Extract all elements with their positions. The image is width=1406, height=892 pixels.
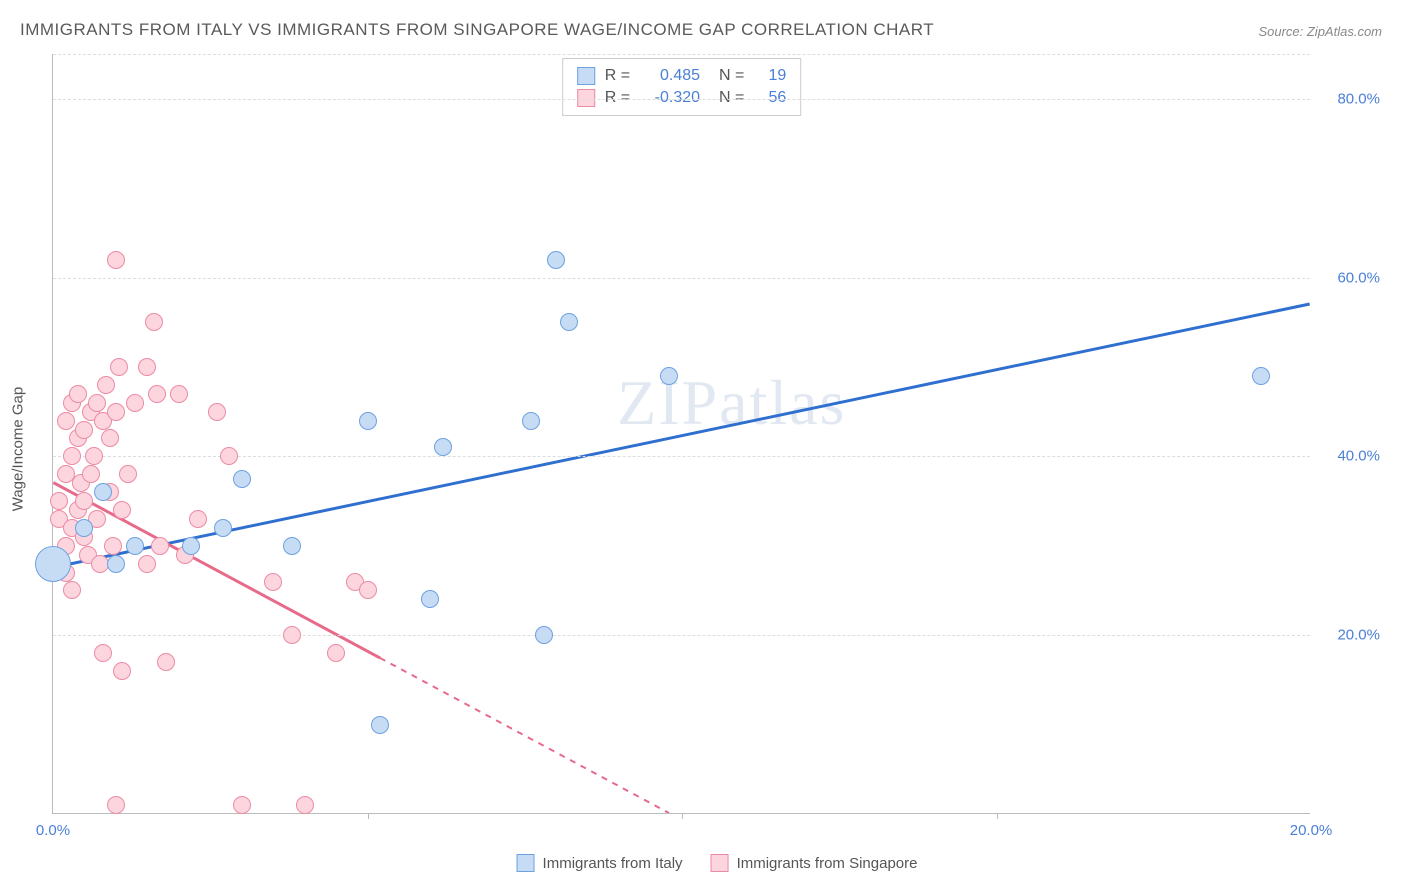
gridline [53, 99, 1310, 100]
data-point [189, 510, 207, 528]
data-point [359, 412, 377, 430]
y-tick-label: 40.0% [1337, 448, 1380, 465]
data-point [145, 313, 163, 331]
x-tick-mark [682, 813, 683, 819]
data-point [660, 367, 678, 385]
data-point [148, 385, 166, 403]
data-point [535, 626, 553, 644]
data-point [88, 394, 106, 412]
stats-row: R = 0.485 N = 19 [577, 65, 787, 87]
data-point [157, 653, 175, 671]
data-point [1252, 367, 1270, 385]
trend-line-extrapolated [380, 658, 669, 813]
chart-container: Wage/Income Gap ZIPatlas R =0.485 N =19R… [52, 54, 1382, 844]
data-point [50, 492, 68, 510]
data-point [110, 358, 128, 376]
data-point [126, 394, 144, 412]
data-point [63, 447, 81, 465]
data-point [138, 358, 156, 376]
chart-title: IMMIGRANTS FROM ITALY VS IMMIGRANTS FROM… [20, 20, 934, 40]
x-tick-mark [368, 813, 369, 819]
data-point [85, 447, 103, 465]
trend-lines-layer [53, 54, 1310, 813]
stat-r-label: R = [605, 67, 630, 85]
gridline [53, 54, 1310, 55]
data-point [75, 421, 93, 439]
gridline [53, 456, 1310, 457]
data-point [522, 412, 540, 430]
data-point [113, 501, 131, 519]
data-point [107, 251, 125, 269]
x-tick-label: 20.0% [1290, 822, 1333, 839]
data-point [371, 716, 389, 734]
x-tick-mark [997, 813, 998, 819]
data-point [151, 537, 169, 555]
data-point [97, 376, 115, 394]
data-point [107, 403, 125, 421]
data-point [359, 581, 377, 599]
stats-legend: R =0.485 N =19R =-0.320 N =56 [562, 58, 802, 116]
data-point [182, 537, 200, 555]
data-point [138, 555, 156, 573]
legend-swatch [517, 854, 535, 872]
data-point [547, 251, 565, 269]
y-tick-label: 60.0% [1337, 269, 1380, 286]
legend-item: Immigrants from Singapore [711, 854, 918, 872]
data-point [94, 644, 112, 662]
trend-line [53, 304, 1309, 567]
legend-item: Immigrants from Italy [517, 854, 683, 872]
data-point [434, 438, 452, 456]
stat-n-label: N = [710, 67, 744, 85]
data-point [107, 555, 125, 573]
x-tick-label: 0.0% [36, 822, 70, 839]
data-point [107, 796, 125, 814]
data-point [126, 537, 144, 555]
watermark: ZIPatlas [617, 366, 846, 440]
data-point [214, 519, 232, 537]
series-legend: Immigrants from Italy Immigrants from Sin… [517, 854, 918, 872]
y-tick-label: 20.0% [1337, 627, 1380, 644]
data-point [296, 796, 314, 814]
data-point [283, 626, 301, 644]
data-point [94, 483, 112, 501]
data-point [35, 546, 71, 582]
data-point [170, 385, 188, 403]
data-point [75, 519, 93, 537]
legend-label: Immigrants from Singapore [737, 855, 918, 872]
data-point [113, 662, 131, 680]
legend-label: Immigrants from Italy [543, 855, 683, 872]
gridline [53, 278, 1310, 279]
data-point [208, 403, 226, 421]
data-point [220, 447, 238, 465]
data-point [57, 412, 75, 430]
data-point [104, 537, 122, 555]
data-point [421, 590, 439, 608]
data-point [233, 796, 251, 814]
data-point [75, 492, 93, 510]
data-point [560, 313, 578, 331]
data-point [233, 470, 251, 488]
data-point [101, 429, 119, 447]
data-point [327, 644, 345, 662]
data-point [82, 465, 100, 483]
data-point [69, 385, 87, 403]
data-point [63, 581, 81, 599]
y-tick-label: 80.0% [1337, 90, 1380, 107]
source-attribution: Source: ZipAtlas.com [1258, 24, 1382, 39]
y-axis-label: Wage/Income Gap [10, 387, 27, 512]
legend-swatch [577, 67, 595, 85]
data-point [119, 465, 137, 483]
legend-swatch [711, 854, 729, 872]
stat-r-value: 0.485 [640, 67, 700, 85]
data-point [264, 573, 282, 591]
data-point [283, 537, 301, 555]
gridline [53, 635, 1310, 636]
stat-n-value: 19 [754, 67, 786, 85]
plot-area: ZIPatlas R =0.485 N =19R =-0.320 N =56 2… [52, 54, 1310, 814]
